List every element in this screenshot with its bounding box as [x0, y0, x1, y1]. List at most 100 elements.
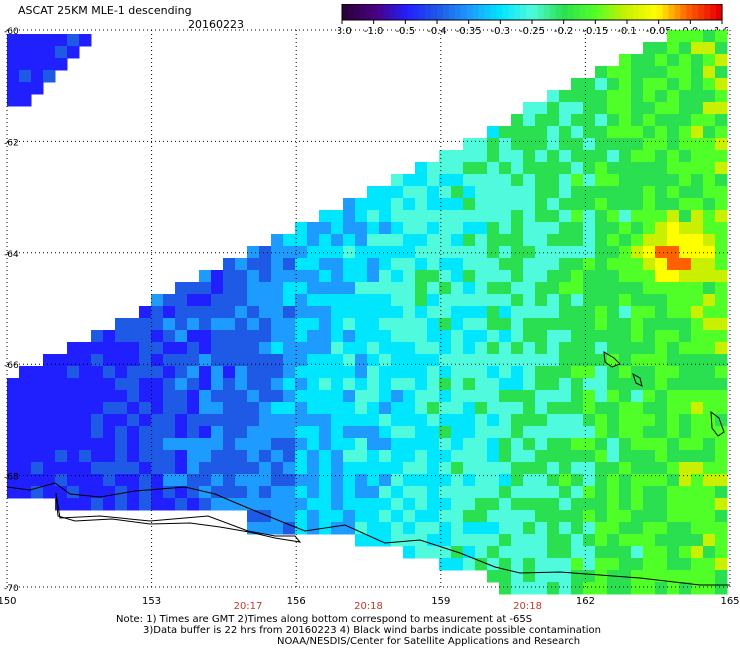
- data-cell: [223, 438, 236, 451]
- data-cell: [319, 246, 332, 259]
- data-cell: [547, 126, 560, 139]
- colorbar-cell: [632, 4, 640, 20]
- coastline: [6, 482, 730, 586]
- data-cell: [151, 354, 164, 367]
- data-cell: [715, 42, 728, 55]
- data-cell: [415, 246, 428, 259]
- data-cell: [703, 114, 716, 127]
- data-cell: [247, 390, 260, 403]
- data-cell: [463, 402, 476, 415]
- data-cell: [667, 102, 680, 115]
- data-cell: [715, 78, 728, 91]
- data-cells: [7, 30, 728, 595]
- data-cell: [655, 174, 668, 187]
- data-cell: [223, 294, 236, 307]
- data-cell: [607, 114, 620, 127]
- data-cell: [91, 330, 104, 343]
- data-cell: [535, 570, 548, 583]
- data-cell: [571, 330, 584, 343]
- data-cell: [343, 306, 356, 319]
- data-cell: [595, 126, 608, 139]
- data-cell: [631, 186, 644, 199]
- data-cell: [631, 330, 644, 343]
- data-cell: [559, 450, 572, 463]
- data-cell: [619, 450, 632, 463]
- data-cell: [655, 66, 668, 79]
- data-cell: [367, 246, 380, 259]
- data-cell: [559, 306, 572, 319]
- data-cell: [271, 342, 284, 355]
- data-cell: [151, 438, 164, 451]
- data-cell: [211, 366, 224, 379]
- data-cell: [355, 462, 368, 475]
- data-cell: [571, 366, 584, 379]
- data-cell: [331, 438, 344, 451]
- data-cell: [595, 522, 608, 535]
- data-cell: [223, 390, 236, 403]
- data-cell: [523, 330, 536, 343]
- data-cell: [535, 222, 548, 235]
- data-cell: [487, 330, 500, 343]
- data-cell: [379, 318, 392, 331]
- data-cell: [619, 234, 632, 247]
- colorbar-cell: [454, 4, 462, 20]
- data-cell: [355, 210, 368, 223]
- data-cell: [643, 78, 656, 91]
- data-cell: [259, 294, 272, 307]
- data-cell: [223, 354, 236, 367]
- data-cell: [175, 426, 188, 439]
- data-cell: [535, 318, 548, 331]
- data-cell: [463, 390, 476, 403]
- colorbar-cell: [389, 4, 397, 20]
- data-cell: [259, 486, 272, 499]
- data-cell: [427, 462, 440, 475]
- data-cell: [511, 462, 524, 475]
- data-cell: [631, 126, 644, 139]
- data-cell: [295, 270, 308, 283]
- data-cell: [715, 330, 728, 343]
- data-cell: [583, 138, 596, 151]
- data-cell: [175, 390, 188, 403]
- data-cell: [547, 450, 560, 463]
- data-cell: [631, 318, 644, 331]
- data-cell: [235, 366, 248, 379]
- data-cell: [343, 450, 356, 463]
- colorbar-cell: [638, 4, 646, 20]
- data-cell: [523, 570, 536, 583]
- data-cell: [595, 90, 608, 103]
- data-cell: [283, 354, 296, 367]
- data-cell: [595, 318, 608, 331]
- data-cell: [439, 402, 452, 415]
- data-cell: [163, 306, 176, 319]
- data-cell: [151, 462, 164, 475]
- data-cell: [667, 522, 680, 535]
- data-cell: [259, 354, 272, 367]
- data-cell: [175, 498, 188, 511]
- data-cell: [679, 582, 692, 595]
- data-cell: [427, 366, 440, 379]
- data-cell: [79, 426, 92, 439]
- data-cell: [199, 498, 212, 511]
- data-cell: [619, 390, 632, 403]
- data-cell: [619, 78, 632, 91]
- data-cell: [379, 486, 392, 499]
- data-cell: [331, 402, 344, 415]
- data-cell: [127, 462, 140, 475]
- data-cell: [451, 510, 464, 523]
- data-cell: [535, 126, 548, 139]
- data-cell: [415, 270, 428, 283]
- data-cell: [31, 426, 44, 439]
- data-cell: [139, 330, 152, 343]
- data-cell: [511, 450, 524, 463]
- data-cell: [403, 546, 416, 559]
- data-cell: [655, 426, 668, 439]
- data-cell: [319, 234, 332, 247]
- data-cell: [607, 246, 620, 259]
- data-cell: [475, 390, 488, 403]
- data-cell: [307, 426, 320, 439]
- data-cell: [691, 210, 704, 223]
- data-cell: [619, 570, 632, 583]
- data-cell: [655, 150, 668, 163]
- data-cell: [619, 330, 632, 343]
- data-cell: [427, 198, 440, 211]
